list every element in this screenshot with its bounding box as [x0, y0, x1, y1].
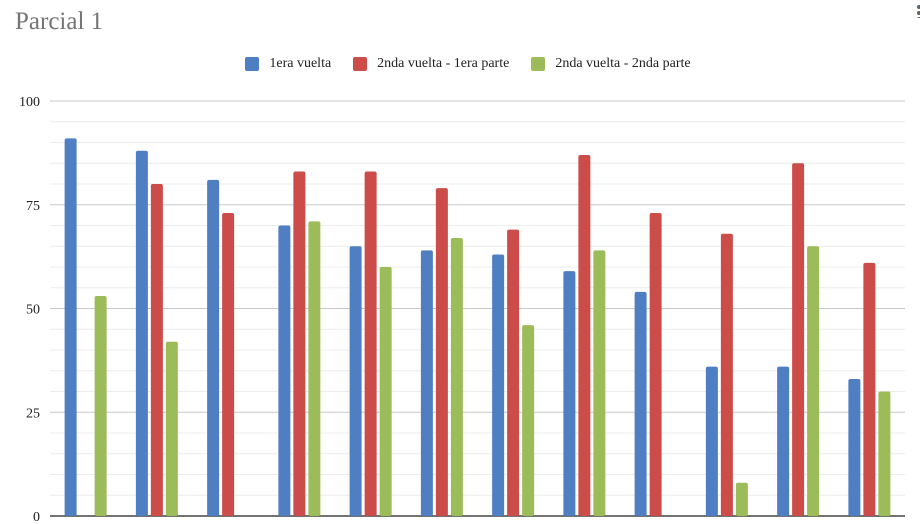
bar-series-3	[807, 246, 820, 516]
bar-series-2	[150, 184, 163, 516]
bar-series-2	[435, 188, 448, 516]
bar-series-2	[364, 171, 377, 517]
y-tick-label: 50	[26, 303, 40, 318]
legend-item-series-2: 2nda vuelta - 1era parte	[353, 56, 509, 72]
bar-series-3	[94, 296, 107, 516]
bar-series-1	[563, 271, 576, 516]
bar-series-1	[349, 246, 362, 516]
bar-series-1	[420, 250, 433, 516]
chart-legend: 1era vuelta 2nda vuelta - 1era parte 2nd…	[0, 56, 920, 72]
bar-series-1	[848, 379, 861, 516]
bar-series-3	[735, 482, 748, 516]
y-tick-label: 25	[26, 406, 40, 421]
bar-series-2	[792, 163, 805, 516]
legend-label-series-3: 2nda vuelta - 2nda parte	[555, 56, 691, 71]
legend-swatch-series-3	[531, 57, 546, 71]
bar-series-2	[863, 262, 876, 516]
y-tick-label: 0	[33, 510, 40, 524]
legend-item-series-3: 2nda vuelta - 2nda parte	[531, 56, 691, 72]
bar-series-1	[634, 291, 647, 516]
bar-series-2	[720, 233, 733, 517]
bar-series-1	[135, 150, 148, 517]
bar-series-3	[522, 325, 535, 516]
legend-swatch-series-2	[353, 57, 368, 71]
bar-series-1	[777, 366, 790, 516]
bar-series-1	[64, 138, 77, 516]
legend-label-series-1: 1era vuelta	[269, 56, 332, 71]
bar-series-3	[878, 391, 891, 516]
bar-series-3	[165, 341, 178, 516]
legend-item-series-1: 1era vuelta	[245, 56, 331, 72]
bar-series-1	[492, 254, 505, 517]
y-tick-label: 100	[19, 95, 40, 110]
y-tick-label: 75	[26, 199, 40, 214]
bar-series-1	[278, 225, 291, 516]
legend-label-series-2: 2nda vuelta - 1era parte	[377, 56, 510, 71]
more-options-icon[interactable]	[914, 4, 920, 18]
legend-swatch-series-1	[245, 57, 260, 71]
bar-series-1	[207, 179, 220, 516]
chart-title: Parcial 1	[15, 8, 104, 35]
bar-series-2	[507, 229, 520, 516]
bar-series-2	[293, 171, 306, 517]
bar-series-3	[450, 237, 463, 516]
bar-series-1	[705, 366, 718, 516]
bar-series-2	[578, 154, 591, 516]
bar-series-3	[308, 221, 321, 516]
bar-series-3	[379, 267, 392, 516]
bar-series-2	[222, 213, 235, 517]
bar-series-3	[593, 250, 606, 516]
bar-series-2	[649, 213, 662, 517]
